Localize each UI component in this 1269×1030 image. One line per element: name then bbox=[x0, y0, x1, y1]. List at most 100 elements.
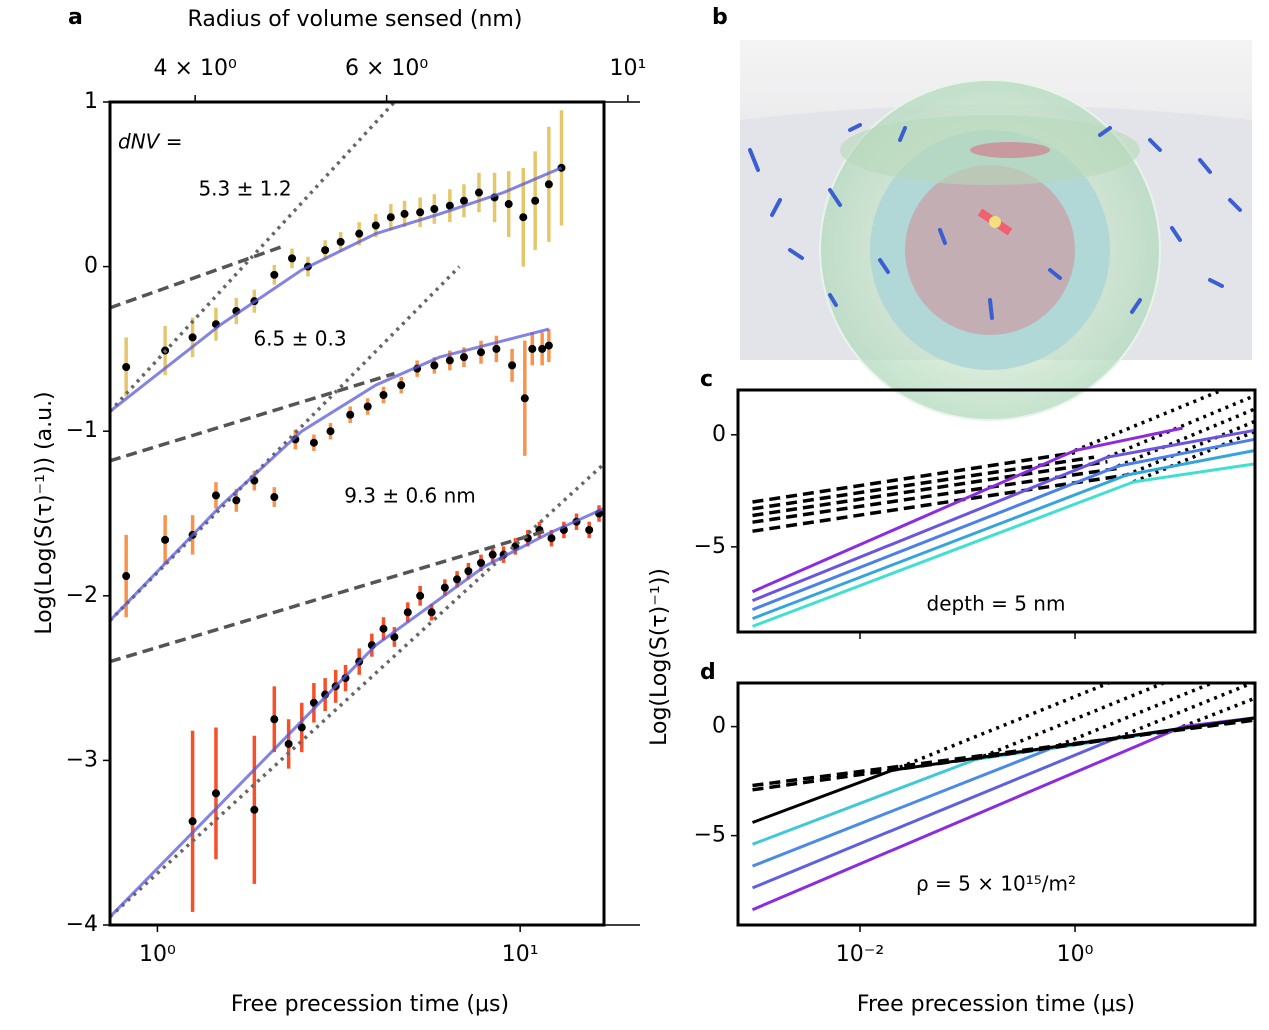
dashed-line bbox=[752, 455, 1095, 511]
data-point bbox=[379, 624, 388, 633]
x-tick-label: 10¹ bbox=[502, 942, 539, 967]
data-point bbox=[430, 361, 439, 370]
data-point bbox=[427, 608, 436, 617]
data-point bbox=[488, 550, 497, 559]
y-tick-label: −5 bbox=[694, 823, 726, 848]
solid-line bbox=[751, 449, 1255, 621]
data-point bbox=[232, 496, 241, 505]
dashed-line bbox=[110, 371, 395, 463]
dotted-line bbox=[110, 462, 604, 919]
data-point bbox=[161, 535, 170, 544]
solid-line bbox=[751, 716, 1255, 868]
data-point bbox=[270, 270, 279, 279]
dotted-line bbox=[891, 683, 1114, 772]
data-point bbox=[371, 221, 380, 230]
x2-tick-label: 6 × 10⁰ bbox=[345, 56, 428, 81]
y-tick-label: 0 bbox=[84, 254, 98, 279]
annotation: ρ = 5 × 10¹⁵/m² bbox=[916, 872, 1076, 896]
plot-area bbox=[751, 683, 1255, 912]
data-point bbox=[397, 381, 406, 390]
dotted-line bbox=[1117, 407, 1255, 468]
data-point bbox=[321, 246, 330, 255]
dotted-line bbox=[1106, 393, 1255, 459]
panel-label: c bbox=[700, 367, 713, 392]
plot-area bbox=[110, 102, 604, 919]
data-point bbox=[297, 723, 306, 732]
y-tick-label: −1 bbox=[66, 418, 98, 443]
y-tick-label: −5 bbox=[694, 534, 726, 559]
y-tick-label: −4 bbox=[66, 912, 98, 937]
data-point bbox=[528, 344, 537, 353]
data-point bbox=[416, 591, 425, 600]
data-point bbox=[474, 188, 483, 197]
fit-line bbox=[110, 166, 563, 413]
data-point bbox=[326, 427, 335, 436]
y-axis-label: Log(Log(S(τ)⁻¹)) bbox=[647, 568, 672, 746]
data-point bbox=[430, 204, 439, 213]
solid-line bbox=[751, 428, 1255, 602]
dotted-line bbox=[1117, 683, 1255, 740]
y-tick-label: 0 bbox=[712, 714, 726, 739]
dotted-line bbox=[1132, 429, 1255, 484]
data-point bbox=[270, 493, 279, 502]
data-point bbox=[504, 200, 513, 209]
data-point bbox=[346, 410, 355, 419]
data-point bbox=[270, 715, 279, 724]
axes-frame bbox=[108, 100, 606, 927]
solid-line bbox=[751, 716, 1255, 824]
data-point bbox=[544, 341, 553, 350]
nv-center-dot bbox=[989, 216, 1001, 228]
x2-axis-label: Radius of volume sensed (nm) bbox=[188, 7, 523, 32]
data-point bbox=[531, 196, 540, 205]
annotation: depth = 5 nm bbox=[927, 592, 1066, 616]
annotation: 9.3 ± 0.6 nm bbox=[344, 484, 476, 508]
data-point bbox=[477, 348, 486, 357]
x2-tick-label: 4 × 10⁰ bbox=[154, 56, 237, 81]
data-point bbox=[188, 817, 197, 826]
data-point bbox=[379, 390, 388, 399]
data-point bbox=[403, 608, 412, 617]
x-tick-label: 10⁰ bbox=[1057, 942, 1094, 967]
data-point bbox=[440, 583, 449, 592]
solid-line bbox=[751, 426, 1183, 594]
data-point bbox=[122, 363, 131, 372]
x-axis-label: Free precession time (μs) bbox=[231, 992, 509, 1017]
y-tick-label: −3 bbox=[66, 747, 98, 772]
data-point bbox=[519, 213, 528, 222]
plot-area bbox=[751, 390, 1255, 628]
x2-tick-label: 10¹ bbox=[609, 56, 646, 81]
x-axis-label: Free precession time (μs) bbox=[857, 992, 1135, 1017]
panel-label: a bbox=[68, 5, 83, 30]
data-point bbox=[363, 402, 372, 411]
y-tick-label: 1 bbox=[84, 89, 98, 114]
data-point bbox=[284, 739, 293, 748]
dashed-line bbox=[110, 528, 550, 664]
dashed-line bbox=[752, 473, 1127, 533]
data-point bbox=[538, 344, 547, 353]
annotation: 6.5 ± 0.3 bbox=[253, 327, 346, 351]
panel-label: b bbox=[712, 5, 728, 30]
data-point bbox=[492, 344, 501, 353]
data-point bbox=[453, 575, 462, 584]
dotted-line bbox=[1050, 683, 1217, 751]
solid-line bbox=[751, 462, 1255, 628]
spins bbox=[748, 123, 1242, 320]
data-point bbox=[445, 201, 454, 210]
x-tick-label: 10⁻² bbox=[836, 942, 884, 967]
panel-b-image bbox=[740, 40, 1252, 421]
solid-line bbox=[751, 716, 1255, 846]
y-tick-label: −2 bbox=[66, 583, 98, 608]
dotted-line bbox=[975, 683, 1169, 761]
dotted-line bbox=[1181, 696, 1255, 729]
data-point bbox=[386, 213, 395, 222]
data-point bbox=[520, 394, 529, 403]
fit-line bbox=[110, 507, 604, 918]
data-point bbox=[464, 567, 473, 576]
data-point bbox=[400, 209, 409, 218]
data-point bbox=[477, 558, 486, 567]
data-point bbox=[459, 353, 468, 362]
data-point bbox=[355, 229, 364, 238]
data-point bbox=[445, 356, 454, 365]
data-point bbox=[288, 254, 297, 263]
